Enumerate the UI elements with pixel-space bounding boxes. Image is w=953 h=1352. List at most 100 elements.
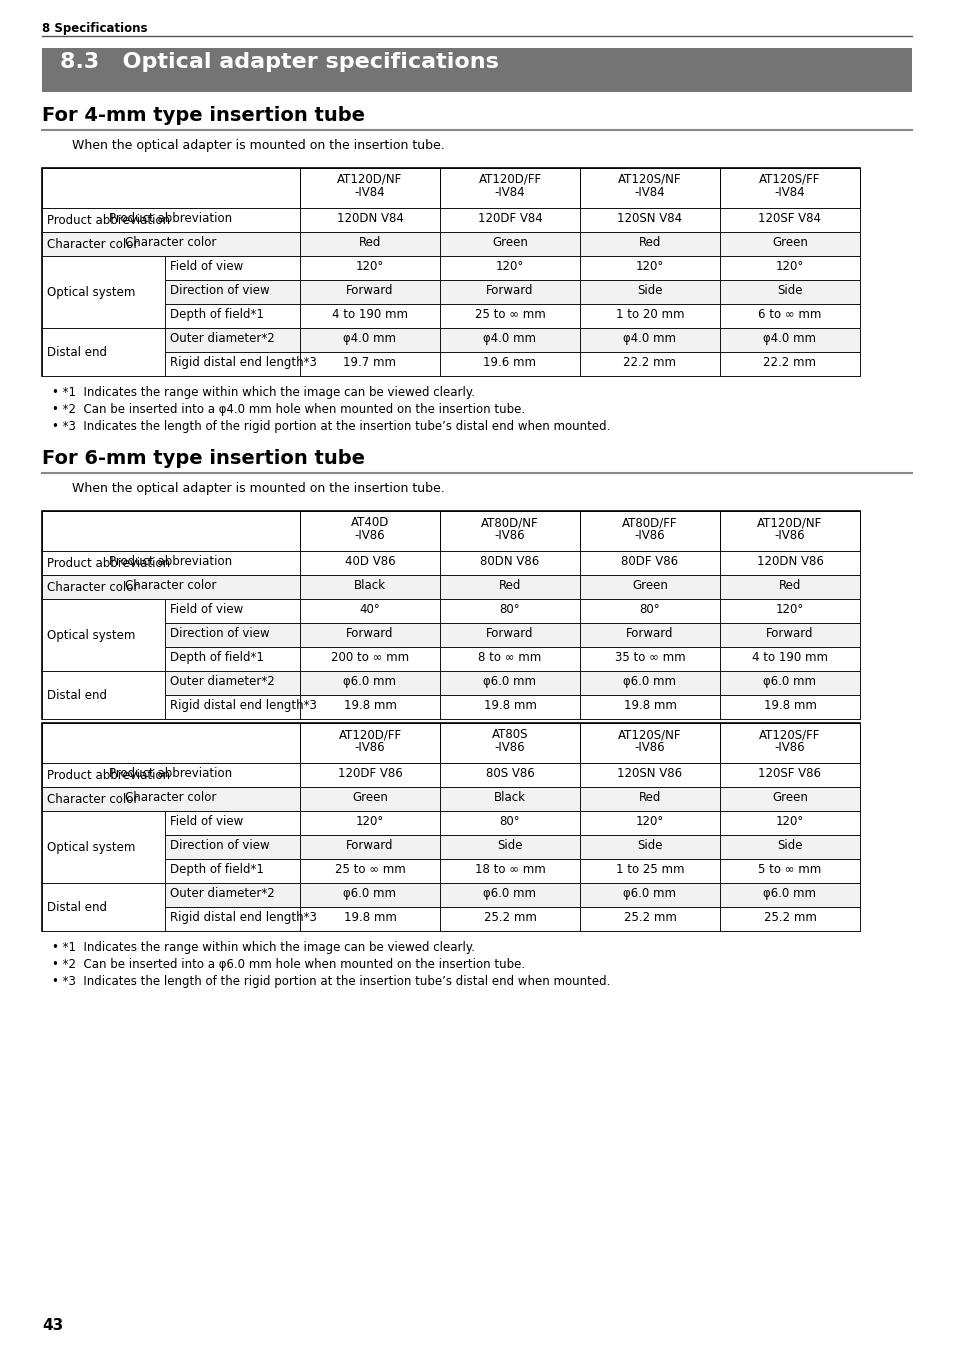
Text: 120DN V86: 120DN V86 [756,556,822,568]
Bar [42,208,299,233]
Bar [579,208,720,233]
Bar [165,763,299,787]
Bar [299,836,439,859]
Text: 40°: 40° [359,603,380,617]
Text: 19.8 mm: 19.8 mm [762,699,816,713]
Bar [720,723,859,763]
Text: 120°: 120° [636,260,663,273]
Bar [299,511,439,552]
Bar [165,329,299,352]
Bar [299,787,439,811]
Bar [299,671,439,695]
Bar [165,233,299,256]
Bar [579,280,720,304]
Bar [165,787,299,811]
Text: 25.2 mm: 25.2 mm [623,911,676,923]
Bar [720,280,859,304]
Text: φ6.0 mm: φ6.0 mm [762,887,816,900]
Text: Depth of field*1: Depth of field*1 [170,308,264,320]
Bar [720,787,859,811]
Text: Optical system: Optical system [47,629,135,642]
Bar [439,233,579,256]
Text: φ6.0 mm: φ6.0 mm [343,887,396,900]
Bar [165,811,299,836]
Bar [439,623,579,648]
Bar [42,168,859,376]
Text: φ6.0 mm: φ6.0 mm [623,887,676,900]
Bar [42,208,165,233]
Text: 43: 43 [42,1318,63,1333]
Bar [299,168,439,208]
Bar [720,648,859,671]
Bar [720,695,859,719]
Text: Black: Black [354,579,386,592]
Bar [720,575,859,599]
Bar [42,763,165,787]
Text: 120°: 120° [636,815,663,827]
Text: 22.2 mm: 22.2 mm [762,356,816,369]
Bar [579,648,720,671]
Text: Outer diameter*2: Outer diameter*2 [170,675,274,688]
Bar [165,552,299,575]
Bar [165,304,299,329]
Text: Distal end: Distal end [47,690,107,702]
Bar [42,723,859,932]
Bar [439,859,579,883]
Text: Outer diameter*2: Outer diameter*2 [170,887,274,900]
Text: 18 to ∞ mm: 18 to ∞ mm [475,863,545,876]
Bar [720,599,859,623]
Text: AT120D/FF: AT120D/FF [338,727,401,741]
Text: Red: Red [778,579,801,592]
Text: Forward: Forward [625,627,673,639]
Bar [439,599,579,623]
Text: 80DF V86: 80DF V86 [620,556,678,568]
Bar [579,599,720,623]
Bar [439,723,579,763]
Text: -IV84: -IV84 [634,187,664,199]
Text: 19.8 mm: 19.8 mm [623,699,676,713]
Bar [299,811,439,836]
Bar [579,859,720,883]
Text: AT80D/FF: AT80D/FF [621,516,677,529]
Text: Green: Green [771,237,807,249]
Bar [165,623,299,648]
Bar [579,575,720,599]
Text: Field of view: Field of view [170,603,243,617]
Bar [42,256,165,329]
Text: • *1  Indicates the range within which the image can be viewed clearly.: • *1 Indicates the range within which th… [52,387,475,399]
Bar [579,671,720,695]
Text: 120SF V84: 120SF V84 [758,212,821,224]
Bar [579,883,720,907]
Bar [720,671,859,695]
Text: 120°: 120° [775,603,803,617]
Bar [299,599,439,623]
Bar [42,233,299,256]
Text: When the optical adapter is mounted on the insertion tube.: When the optical adapter is mounted on t… [71,139,444,151]
Text: • *3  Indicates the length of the rigid portion at the insertion tube’s distal e: • *3 Indicates the length of the rigid p… [52,420,610,433]
Text: 80°: 80° [499,815,519,827]
Bar [165,575,299,599]
Text: 19.8 mm: 19.8 mm [483,699,536,713]
Bar [720,883,859,907]
Text: 120°: 120° [775,815,803,827]
Bar [439,352,579,376]
Text: 80S V86: 80S V86 [485,767,534,780]
Bar [42,552,165,575]
Text: Product abbreviation: Product abbreviation [47,557,170,571]
Text: Character color: Character color [125,579,216,592]
Bar [299,304,439,329]
Text: Rigid distal end length*3: Rigid distal end length*3 [170,699,316,713]
Bar [579,723,720,763]
Text: 25 to ∞ mm: 25 to ∞ mm [335,863,405,876]
Bar [720,329,859,352]
Text: 120°: 120° [355,815,384,827]
Bar [720,511,859,552]
Text: Red: Red [358,237,381,249]
Bar [720,168,859,208]
Bar [439,575,579,599]
Bar [299,329,439,352]
Text: -IV86: -IV86 [355,741,385,754]
Text: -IV86: -IV86 [355,529,385,542]
Text: Black: Black [494,791,525,804]
Text: -IV86: -IV86 [774,741,804,754]
